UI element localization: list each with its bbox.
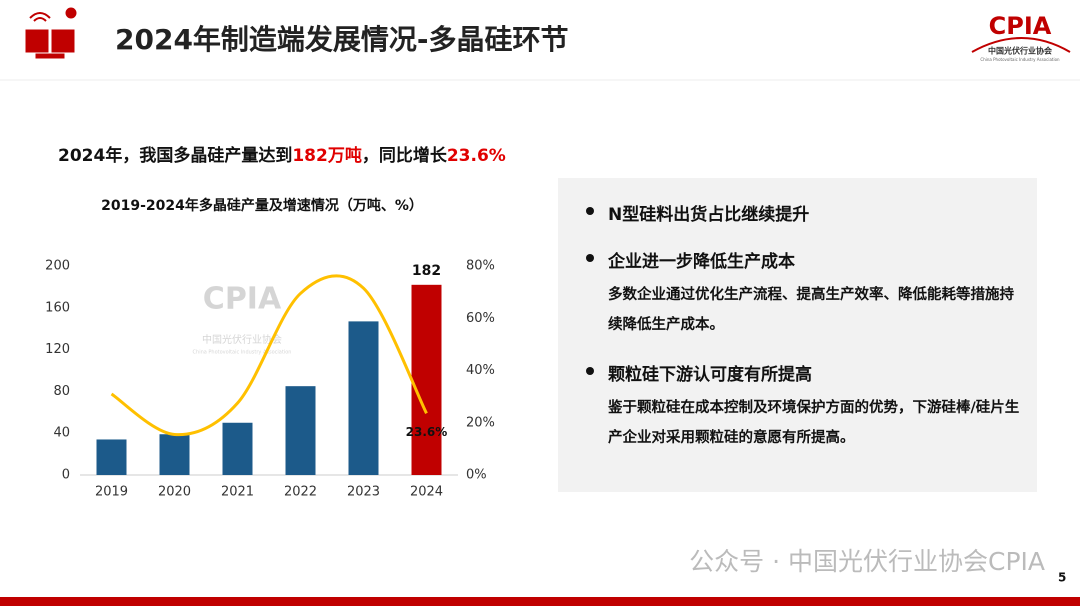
logo-subtitle: 中国光伏行业协会 <box>988 46 1052 56</box>
y2-tick-label: 20% <box>466 415 495 430</box>
chart-watermark: CPIA 中国光伏行业协会 China Photovoltaic Industr… <box>193 282 292 356</box>
y-tick-label: 40 <box>53 426 70 441</box>
y2-tick-label: 40% <box>466 363 495 378</box>
chart-title: 2019-2024年多晶硅产量及增速情况（万吨、%） <box>101 197 423 214</box>
y2-tick-label: 80% <box>466 259 495 274</box>
bar <box>411 284 442 475</box>
headline-text: ，同比增长 <box>361 146 447 166</box>
footer-watermark: 公众号 · 中国光伏行业协会CPIA <box>689 547 1045 576</box>
bullet-title: 企业进一步降低生产成本 <box>558 247 1023 272</box>
logo-arc <box>971 37 1071 53</box>
x-tick-label: 2024 <box>410 485 443 500</box>
bar <box>96 439 127 475</box>
bar <box>348 321 379 475</box>
y-tick-label: 160 <box>45 300 70 315</box>
x-tick-label: 2022 <box>284 485 317 500</box>
y-tick-label: 200 <box>45 259 70 274</box>
bar <box>159 434 190 475</box>
y-tick-label: 0 <box>62 468 70 483</box>
x-tick-label: 2019 <box>95 485 128 500</box>
y-tick-label: 80 <box>53 384 70 399</box>
x-tick-label: 2021 <box>221 485 254 500</box>
x-tick-label: 2023 <box>347 485 380 500</box>
headline-highlight: 182万吨 <box>292 146 362 166</box>
page-title: 2024年制造端发展情况-多晶硅环节 <box>115 23 569 56</box>
footer-bar <box>0 597 1080 606</box>
logo-english: China Photovoltaic Industry Association <box>980 57 1060 62</box>
headline: 2024年，我国多晶硅产量达到182万吨，同比增长23.6% <box>58 141 506 166</box>
bullet-list: N型硅料出货占比继续提升 企业进一步降低生产成本 多数企业通过优化生产流程、提高… <box>558 200 1023 453</box>
header-icon <box>25 7 77 59</box>
bullet-detail: 多数企业通过优化生产流程、提高生产效率、降低能耗等措施持续降低生产成本。 <box>608 287 1014 333</box>
bullet-title: N型硅料出货占比继续提升 <box>558 200 1023 225</box>
line <box>110 274 428 437</box>
watermark-subtitle: 中国光伏行业协会 <box>202 333 282 346</box>
headline-text: 2024年，我国多晶硅产量达到 <box>58 146 293 166</box>
bar <box>285 386 316 475</box>
watermark: CPIA <box>203 282 282 317</box>
headline-highlight: 23.6% <box>446 146 506 166</box>
line-value-label: 23.6% <box>406 425 448 439</box>
y-tick-label: 120 <box>45 342 70 357</box>
logo: CPIA <box>989 12 1052 40</box>
bullet-title: 颗粒硅下游认可度有所提高 <box>558 360 1023 385</box>
page-number: 5 <box>1058 571 1066 585</box>
y2-tick-label: 60% <box>466 311 495 326</box>
x-tick-label: 2020 <box>158 485 191 500</box>
bar-value-label: 182 <box>412 263 441 279</box>
watermark-english: China Photovoltaic Industry Association <box>193 350 292 356</box>
y2-tick-label: 0% <box>466 468 487 483</box>
bullet-panel: N型硅料出货占比继续提升 企业进一步降低生产成本 多数企业通过优化生产流程、提高… <box>558 178 1037 492</box>
bar <box>222 422 253 475</box>
bullet-detail: 鉴于颗粒硅在成本控制及环境保护方面的优势，下游硅棒/硅片生产企业对采用颗粒硅的意… <box>608 400 1020 446</box>
